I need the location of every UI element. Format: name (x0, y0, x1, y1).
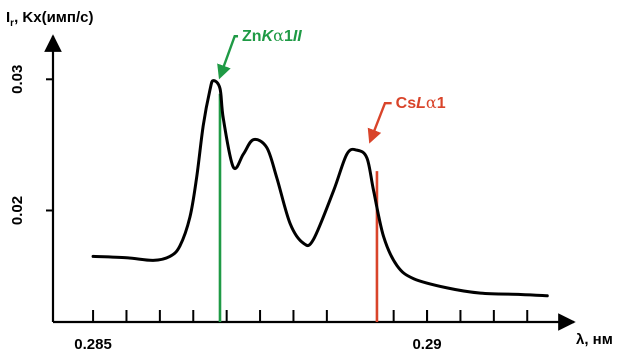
y-axis-label-sub: r (10, 18, 14, 29)
annotation-label: CsLα1 (396, 93, 446, 112)
annotation-label: ZnKα1II (242, 26, 302, 45)
y-tick-label: 0.03 (9, 65, 26, 94)
annotation-arrow (367, 101, 392, 144)
x-tick-label: 0.285 (74, 336, 112, 352)
annotation-arrow (217, 35, 239, 80)
x-axis-label: λ, нм (576, 331, 613, 348)
spectrum-series-line (91, 79, 549, 298)
y-axis-label: Ir, Kx(имп/с) (6, 9, 93, 29)
y-tick-label: 0.02 (9, 196, 26, 225)
x-tick-label: 0.29 (412, 336, 441, 352)
